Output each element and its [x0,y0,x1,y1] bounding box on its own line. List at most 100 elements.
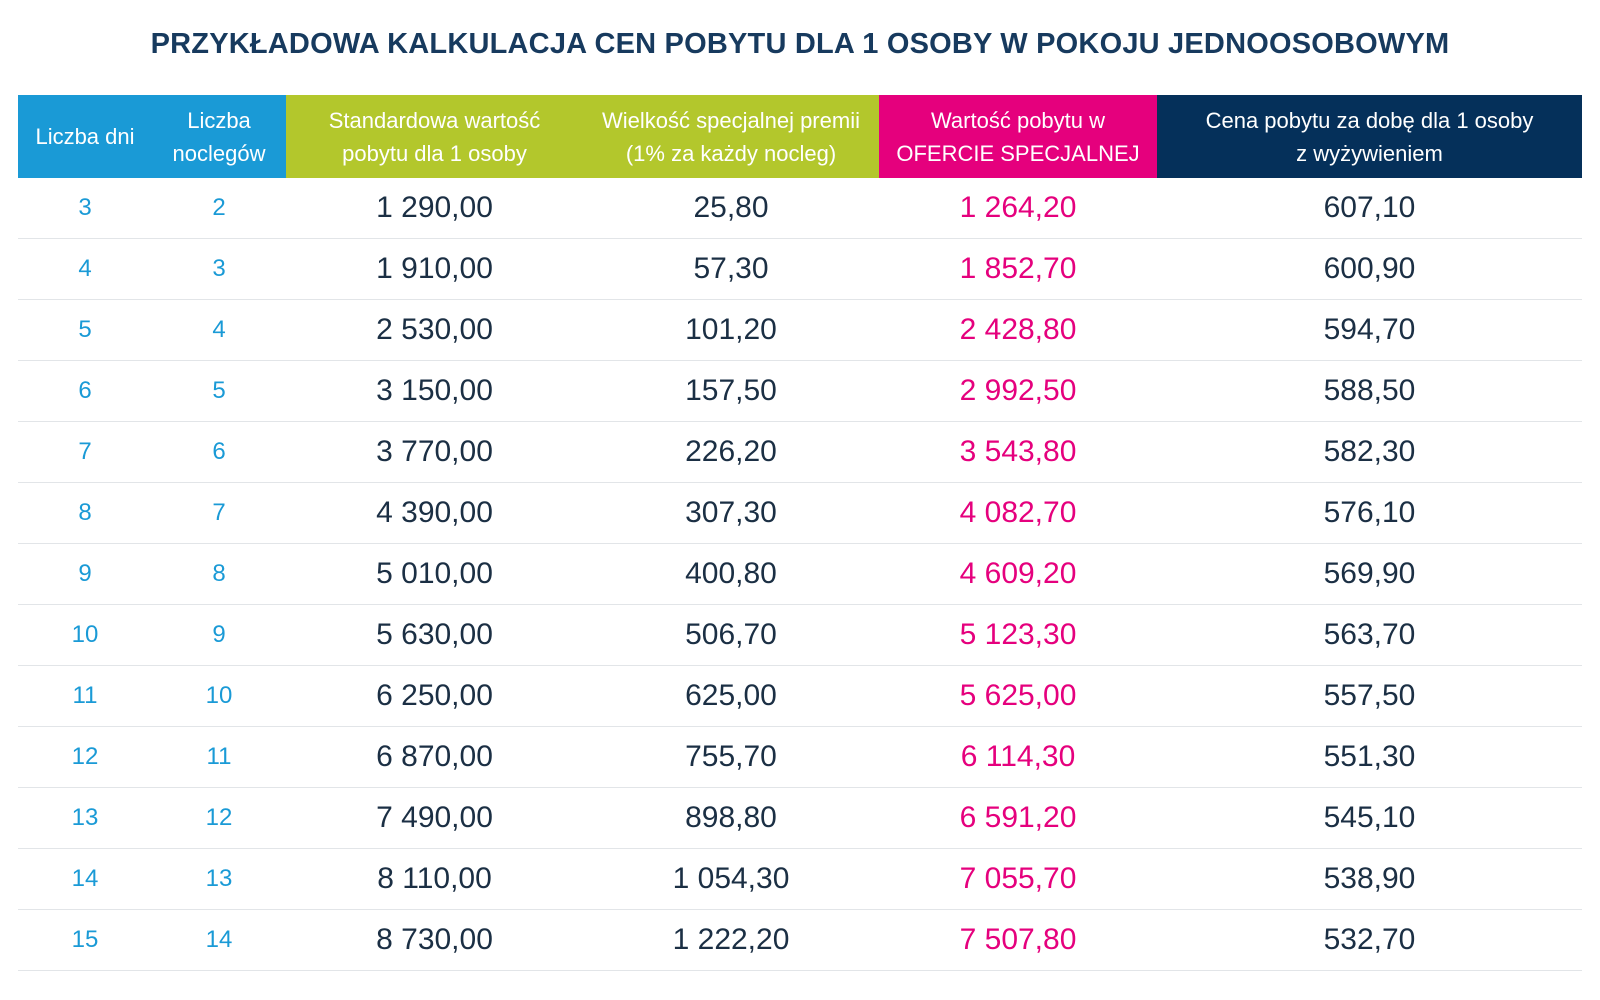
cell-offer: 3 543,80 [879,421,1157,483]
cell-days: 9 [18,543,152,605]
table-row: 4 3 1 910,00 57,30 1 852,70 600,90 [18,238,1582,300]
cell-standard: 3 150,00 [286,360,583,422]
cell-offer: 1 264,20 [879,178,1157,239]
cell-daily: 551,30 [1157,726,1582,788]
table-row: 15 14 8 730,00 1 222,20 7 507,80 532,70 [18,909,1582,971]
header-standard-line2: pobytu dla 1 osoby [342,140,527,166]
header-days: Liczba dni [18,95,152,178]
cell-daily: 545,10 [1157,787,1582,849]
cell-offer: 2 428,80 [879,299,1157,361]
cell-daily: 557,50 [1157,665,1582,727]
header-bonus-line2: (1% za każdy nocleg) [625,140,837,166]
cell-standard: 6 250,00 [286,665,583,727]
cell-daily: 582,30 [1157,421,1582,483]
cell-daily: 538,90 [1157,848,1582,910]
cell-nights: 13 [152,848,286,910]
cell-bonus: 506,70 [583,604,879,666]
cell-offer: 1 852,70 [879,238,1157,300]
cell-nights: 8 [152,543,286,605]
cell-offer: 7 055,70 [879,848,1157,910]
table-row: 13 12 7 490,00 898,80 6 591,20 545,10 [18,787,1582,849]
cell-nights: 5 [152,360,286,422]
table-row: 8 7 4 390,00 307,30 4 082,70 576,10 [18,482,1582,544]
cell-bonus: 25,80 [583,178,879,239]
cell-bonus: 400,80 [583,543,879,605]
cell-days: 14 [18,848,152,910]
cell-bonus: 755,70 [583,726,879,788]
header-daily-line2: z wyżywieniem [1296,140,1443,166]
header-daily-line1: Cena pobytu za dobę dla 1 osoby [1205,107,1534,133]
table-row: 10 9 5 630,00 506,70 5 123,30 563,70 [18,604,1582,666]
table-row: 14 13 8 110,00 1 054,30 7 055,70 538,90 [18,848,1582,910]
header-row: Liczba dni Liczba noclegów Standardowa w… [18,95,1582,178]
header-offer-line2: OFERCIE SPECJALNEJ [896,140,1140,166]
cell-offer: 4 609,20 [879,543,1157,605]
cell-standard: 3 770,00 [286,421,583,483]
cell-offer: 5 625,00 [879,665,1157,727]
cell-nights: 11 [152,726,286,788]
cell-offer: 6 114,30 [879,726,1157,788]
cell-nights: 3 [152,238,286,300]
cell-offer: 6 591,20 [879,787,1157,849]
page-title: PRZYKŁADOWA KALKULACJA CEN POBYTU DLA 1 … [150,28,1450,60]
cell-days: 4 [18,238,152,300]
header-nights: Liczba noclegów [152,95,286,178]
cell-bonus: 898,80 [583,787,879,849]
cell-standard: 8 730,00 [286,909,583,971]
cell-days: 12 [18,726,152,788]
cell-bonus: 1 054,30 [583,848,879,910]
header-daily-price: Cena pobytu za dobę dla 1 osoby z wyżywi… [1157,95,1582,178]
table-row: 7 6 3 770,00 226,20 3 543,80 582,30 [18,421,1582,483]
cell-days: 15 [18,909,152,971]
header-offer-line1: Wartość pobytu w [930,107,1106,133]
cell-nights: 4 [152,299,286,361]
cell-daily: 563,70 [1157,604,1582,666]
cell-standard: 5 010,00 [286,543,583,605]
header-special-bonus: Wielkość specjalnej premii (1% za każdy … [583,95,879,178]
cell-standard: 1 910,00 [286,238,583,300]
table-row: 12 11 6 870,00 755,70 6 114,30 551,30 [18,726,1582,788]
cell-daily: 600,90 [1157,238,1582,300]
cell-daily: 532,70 [1157,909,1582,971]
cell-daily: 588,50 [1157,360,1582,422]
cell-standard: 4 390,00 [286,482,583,544]
header-standard-value: Standardowa wartość pobytu dla 1 osoby [286,95,583,178]
cell-days: 6 [18,360,152,422]
cell-days: 5 [18,299,152,361]
table-row: 6 5 3 150,00 157,50 2 992,50 588,50 [18,360,1582,422]
cell-days: 11 [18,665,152,727]
cell-days: 3 [18,178,152,239]
cell-daily: 594,70 [1157,299,1582,361]
cell-days: 8 [18,482,152,544]
cell-bonus: 101,20 [583,299,879,361]
cell-nights: 12 [152,787,286,849]
cell-offer: 7 507,80 [879,909,1157,971]
cell-bonus: 226,20 [583,421,879,483]
table-row: 5 4 2 530,00 101,20 2 428,80 594,70 [18,299,1582,361]
table-row: 9 8 5 010,00 400,80 4 609,20 569,90 [18,543,1582,605]
cell-days: 10 [18,604,152,666]
header-days-label: Liczba dni [35,124,135,149]
cell-standard: 1 290,00 [286,178,583,239]
header-nights-line1: Liczba [187,107,251,133]
cell-bonus: 307,30 [583,482,879,544]
cell-bonus: 57,30 [583,238,879,300]
table-row: 3 2 1 290,00 25,80 1 264,20 607,10 [18,178,1582,239]
cell-standard: 2 530,00 [286,299,583,361]
table-body: 3 2 1 290,00 25,80 1 264,20 607,10 4 3 1… [18,178,1582,971]
cell-nights: 7 [152,482,286,544]
price-calculation-table: Liczba dni Liczba noclegów Standardowa w… [18,95,1582,971]
cell-standard: 6 870,00 [286,726,583,788]
cell-nights: 6 [152,421,286,483]
cell-offer: 5 123,30 [879,604,1157,666]
cell-bonus: 157,50 [583,360,879,422]
cell-daily: 576,10 [1157,482,1582,544]
cell-nights: 2 [152,178,286,239]
header-special-offer: Wartość pobytu w OFERCIE SPECJALNEJ [879,95,1157,178]
cell-nights: 14 [152,909,286,971]
header-nights-line2: noclegów [172,140,266,166]
cell-nights: 9 [152,604,286,666]
cell-daily: 569,90 [1157,543,1582,605]
cell-nights: 10 [152,665,286,727]
cell-offer: 4 082,70 [879,482,1157,544]
